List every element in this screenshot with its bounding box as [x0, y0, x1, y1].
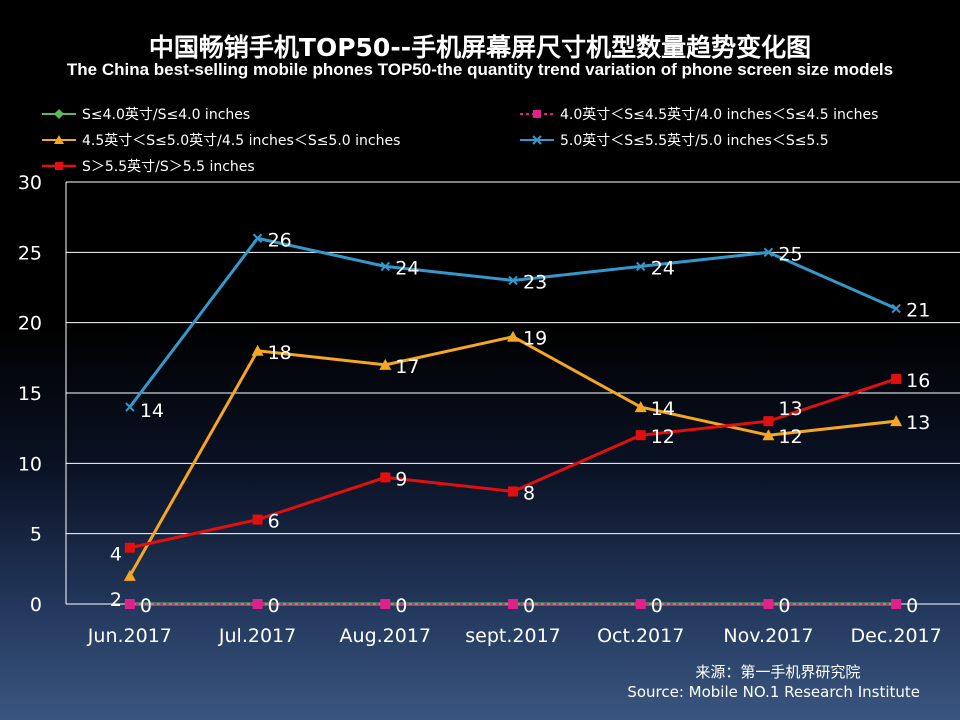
x-tick-label: Aug.2017: [340, 625, 432, 647]
data-label: 0: [395, 595, 407, 617]
data-label: 13: [906, 412, 930, 434]
x-tick-label: Dec.2017: [851, 625, 942, 647]
data-point: [252, 599, 263, 609]
data-label: 14: [140, 400, 164, 422]
data-point: [635, 599, 646, 609]
x-tick-label: sept.2017: [465, 625, 561, 647]
y-tick-label: 20: [18, 313, 42, 335]
data-label: 23: [523, 271, 547, 293]
data-label: 0: [906, 595, 918, 617]
source-cn: 来源：第一手机界研究院: [695, 663, 861, 681]
data-label: 13: [778, 398, 802, 420]
legend-marker-square-icon: [520, 110, 554, 118]
data-label: 9: [395, 468, 407, 490]
series-line: [128, 335, 897, 577]
data-point: [252, 514, 263, 525]
data-label: 8: [523, 482, 535, 504]
legend-label: S≤4.0英寸/S≤4.0 inches: [82, 107, 251, 123]
data-point: [763, 599, 774, 609]
data-point: [251, 344, 264, 356]
legend-item-4-0-to-4-5: 4.0英寸＜S≤4.5英寸/4.0 inches＜S≤4.5 inches: [520, 104, 878, 124]
data-point: [507, 330, 519, 342]
data-point: [763, 416, 774, 427]
legend: S≤4.0英寸/S≤4.0 inches 4.0英寸＜S≤4.5英寸/4.0 i…: [0, 0, 960, 200]
data-label: 0: [140, 595, 152, 617]
data-point: [636, 261, 646, 272]
source-note: 来源：第一手机界研究院 Source: Mobile NO.1 Research…: [627, 662, 920, 702]
data-point: [123, 569, 136, 581]
y-tick-label: 0: [30, 594, 42, 616]
data-point: [252, 233, 263, 243]
x-tick-label: Jun.2017: [87, 625, 172, 647]
data-point: [379, 358, 392, 370]
y-tick-label: 25: [18, 242, 42, 264]
data-point: [891, 599, 902, 609]
data-label: 18: [268, 342, 292, 364]
data-point: [380, 599, 391, 609]
data-point: [762, 429, 775, 441]
x-tick-label: Oct.2017: [597, 625, 684, 647]
data-point: [124, 599, 135, 609]
legend-marker-square-icon: [42, 162, 76, 170]
data-label: 2: [110, 589, 122, 611]
chart-subtitle: The China best-selling mobile phones TOP…: [66, 60, 894, 79]
data-label: 0: [268, 595, 280, 617]
data-point: [891, 303, 901, 314]
data-label: 0: [778, 595, 790, 617]
data-point: [124, 542, 135, 553]
data-label: 24: [651, 257, 675, 279]
data-label: 19: [523, 328, 547, 350]
data-point: [763, 247, 774, 258]
y-tick-label: 5: [30, 524, 42, 546]
x-tick-label: Nov.2017: [723, 625, 813, 647]
legend-marker-triangle-icon: [42, 135, 76, 144]
data-label: 0: [651, 595, 663, 617]
data-point: [508, 275, 518, 286]
legend-item-s-le-4-0: S≤4.0英寸/S≤4.0 inches: [42, 104, 250, 124]
chart-title: 中国畅销手机TOP50--手机屏幕屏尺寸机型数量趋势变化图: [148, 33, 812, 62]
data-label: 12: [651, 426, 675, 448]
data-label: 16: [906, 370, 930, 392]
data-point: [380, 472, 391, 483]
legend-label: 4.5英寸＜S≤5.0英寸/4.5 inches＜S≤5.0 inches: [82, 133, 401, 149]
data-point: [635, 430, 646, 441]
legend-marker-diamond-icon: [42, 109, 76, 119]
y-tick-label: 10: [18, 453, 42, 475]
data-point: [125, 402, 135, 412]
legend-item-s-gt-5-5: S＞5.5英寸/S＞5.5 inches: [42, 156, 255, 176]
legend-item-5-0-to-5-5: 5.0英寸＜S≤5.5英寸/5.0 inches＜S≤5.5: [520, 130, 829, 150]
data-label: 21: [906, 300, 930, 322]
data-point: [634, 401, 647, 413]
source-en: Source: Mobile NO.1 Research Institute: [627, 683, 920, 701]
data-label: 14: [651, 398, 675, 420]
data-label: 4: [110, 544, 122, 566]
data-point: [508, 486, 518, 497]
data-label: 12: [778, 426, 802, 448]
data-label: 26: [268, 229, 292, 251]
data-label: 17: [395, 356, 419, 378]
data-point: [380, 261, 390, 272]
legend-label: 4.0英寸＜S≤4.5英寸/4.0 inches＜S≤4.5 inches: [560, 107, 879, 123]
data-point: [890, 415, 903, 427]
data-label: 0: [523, 595, 535, 617]
data-label: 6: [268, 511, 280, 533]
y-tick-label: 30: [18, 172, 42, 194]
x-tick-label: Jul.2017: [218, 625, 296, 647]
data-label: 24: [395, 257, 419, 279]
data-point: [508, 599, 518, 609]
legend-marker-x-icon: [520, 135, 554, 145]
data-point: [891, 373, 902, 384]
legend-label: 5.0英寸＜S≤5.5英寸/5.0 inches＜S≤5.5: [560, 133, 829, 149]
legend-label: S＞5.5英寸/S＞5.5 inches: [82, 159, 255, 175]
legend-item-4-5-to-5-0: 4.5英寸＜S≤5.0英寸/4.5 inches＜S≤5.0 inches: [42, 130, 400, 150]
data-label: 25: [778, 243, 802, 265]
y-tick-label: 15: [18, 383, 42, 405]
